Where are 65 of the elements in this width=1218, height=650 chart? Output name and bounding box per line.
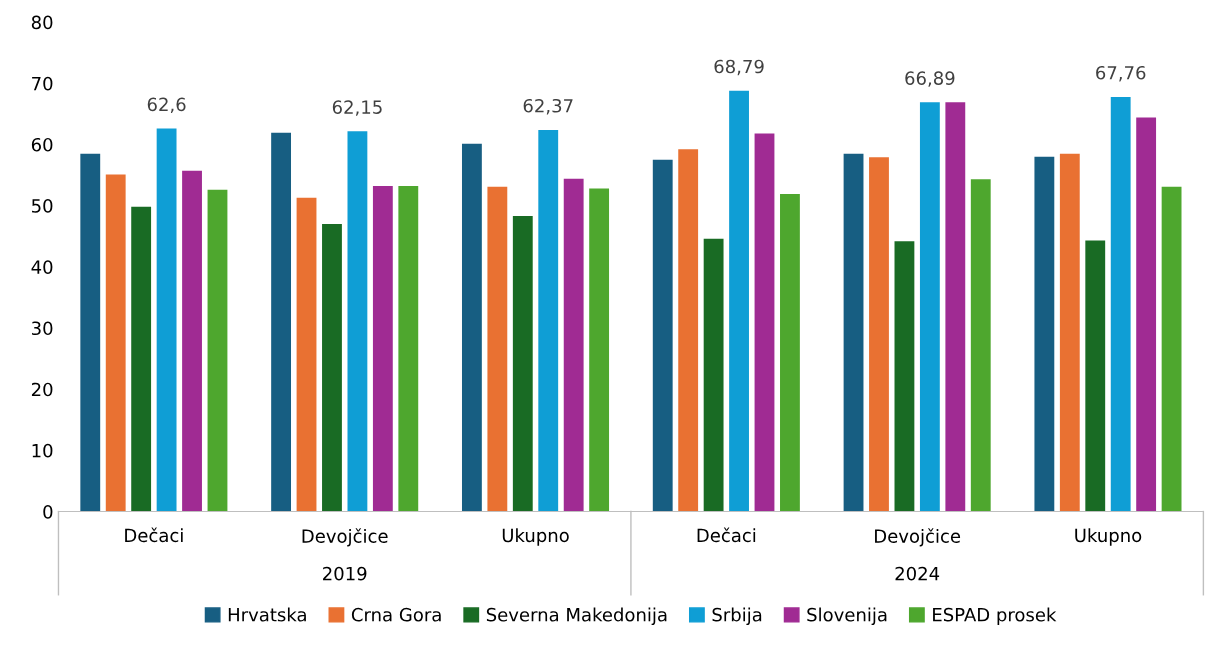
data-label: 62,6 xyxy=(147,97,186,114)
y-tick-label: 10 xyxy=(32,443,53,458)
bar xyxy=(678,149,699,512)
bar xyxy=(1161,186,1182,512)
bar xyxy=(271,132,292,512)
bar xyxy=(589,188,610,512)
bar xyxy=(461,143,482,512)
legend-label: Srbija xyxy=(712,607,762,625)
y-tick-label: 80 xyxy=(31,15,53,30)
bar xyxy=(538,129,559,512)
bar xyxy=(729,90,749,512)
x-tick-label: Devojčice xyxy=(875,528,961,547)
bar xyxy=(1059,153,1080,512)
bar xyxy=(563,178,584,512)
x-tick-label: Ukupno xyxy=(1075,528,1142,546)
x-tick-label: Ukupno xyxy=(502,528,569,546)
legend-label: Slovenija xyxy=(807,607,887,625)
y-tick-label: 50 xyxy=(32,199,53,213)
text: 2019 xyxy=(323,566,367,581)
bar xyxy=(970,179,991,512)
bar xyxy=(754,133,775,512)
bar xyxy=(105,174,126,512)
bar xyxy=(1034,156,1055,512)
bar xyxy=(652,159,673,512)
bar xyxy=(207,189,228,512)
y-tick-label: 20 xyxy=(31,382,53,397)
bar xyxy=(894,241,915,512)
legend-label: ESPAD prosek xyxy=(933,607,1057,625)
bar xyxy=(945,102,966,512)
bar xyxy=(1136,117,1157,512)
y-tick-label: 0 xyxy=(43,505,53,519)
bar xyxy=(703,238,724,512)
text: 2024 xyxy=(895,566,940,581)
bar xyxy=(512,216,533,512)
data-label: 62,15 xyxy=(332,100,382,116)
bar xyxy=(347,131,368,512)
y-tick-label: 40 xyxy=(31,260,53,274)
x-tick-label: Dečaci xyxy=(125,527,183,543)
y-tick-label: 60 xyxy=(31,137,53,152)
bar xyxy=(322,224,342,512)
bar xyxy=(919,102,940,512)
y-tick-label: 30 xyxy=(32,321,53,336)
legend-label: Severna Makedonija xyxy=(486,607,667,625)
x-tick-label: Dečaci xyxy=(697,527,756,543)
data-label: 62,37 xyxy=(523,98,573,115)
bar xyxy=(296,197,317,512)
bar xyxy=(487,186,508,512)
bar xyxy=(398,186,419,512)
legend-label: Crna Gora xyxy=(351,607,441,622)
data-label: 68,79 xyxy=(714,59,764,76)
legend-label: Hrvatska xyxy=(228,607,306,622)
bar xyxy=(1110,96,1131,512)
bar xyxy=(843,153,864,512)
x-tick-label: Devojčice xyxy=(302,528,388,547)
data-label: 67,76 xyxy=(1096,65,1146,82)
bar xyxy=(869,157,889,512)
data-label: 66,89 xyxy=(905,71,955,87)
bar xyxy=(1085,240,1106,512)
bar xyxy=(780,194,800,512)
bar xyxy=(372,186,393,512)
bar xyxy=(131,206,152,512)
bar xyxy=(156,128,177,512)
y-tick-label: 70 xyxy=(32,76,53,91)
bar xyxy=(182,170,202,512)
bar xyxy=(80,153,101,512)
